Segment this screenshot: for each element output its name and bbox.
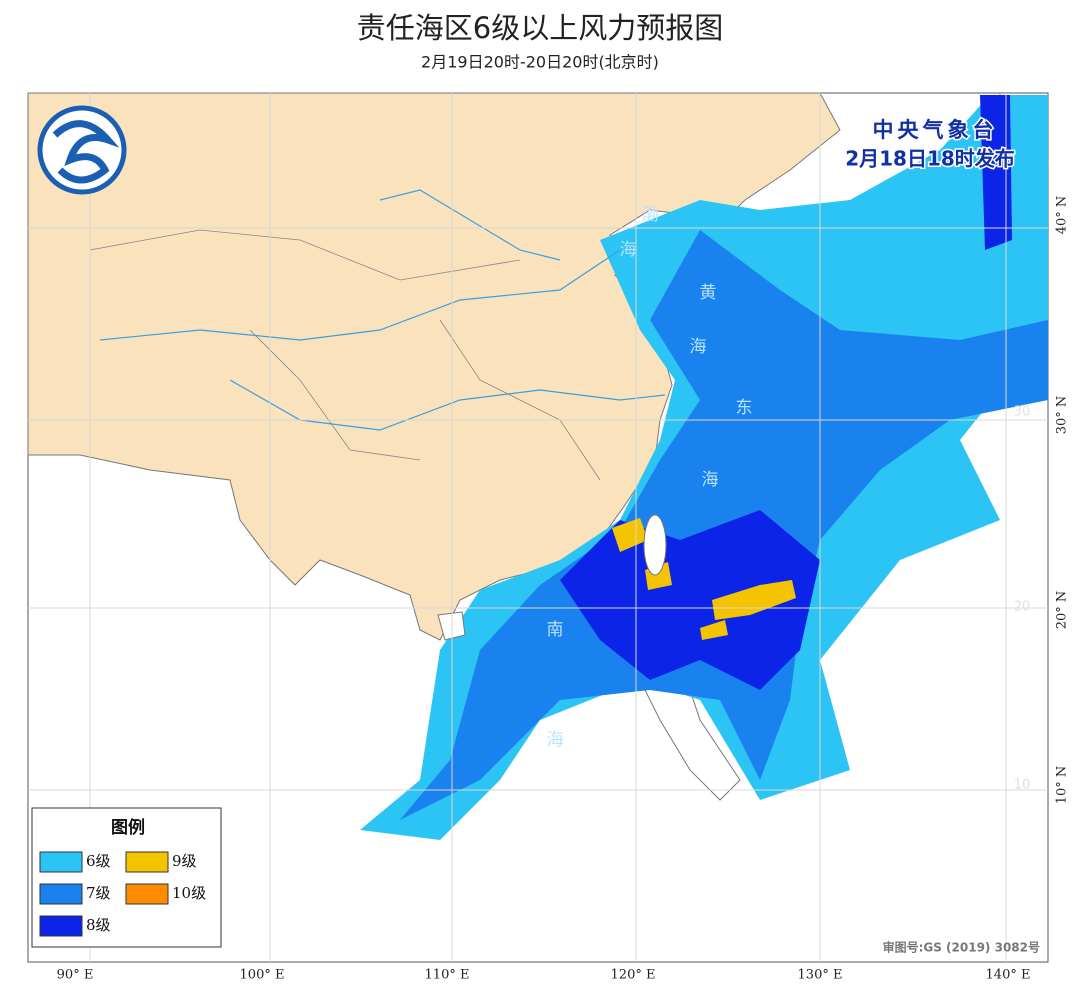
sea-label: 海 xyxy=(547,730,564,750)
sea-label: 渤 xyxy=(642,205,659,225)
sea-label: 南 xyxy=(547,620,564,640)
legend-swatch xyxy=(125,883,169,905)
wind-9 xyxy=(612,518,796,640)
grid-label: 30 xyxy=(1014,405,1031,420)
title: 责任海区6级以上风力预报图 xyxy=(357,11,723,45)
river xyxy=(379,189,561,261)
grid-label: 20 xyxy=(1014,600,1031,615)
legend-label: 10级 xyxy=(172,884,206,902)
lat-label: 30° N xyxy=(1055,396,1070,435)
legend-swatch xyxy=(39,915,83,937)
issue-time: 2月18日18时发布 xyxy=(845,147,1015,171)
legend-label: 9级 xyxy=(172,852,197,870)
legend-swatch xyxy=(125,851,169,873)
legend-swatch xyxy=(39,851,83,873)
lon-label: 130° E xyxy=(798,968,843,983)
map: 中央气象台 2月18日18时发布 审图号:GS (2019) 3082号 xyxy=(27,92,1049,963)
legend-title: 图例 xyxy=(111,817,145,838)
sea-label: 海 xyxy=(690,337,707,357)
legend-label: 8级 xyxy=(86,916,111,934)
taiwan xyxy=(643,514,667,576)
lat-label: 10° N xyxy=(1055,766,1070,805)
sea-label: 东 xyxy=(736,398,753,418)
legend-label: 7级 xyxy=(86,884,111,902)
wind-8 xyxy=(560,95,1012,690)
graticule xyxy=(28,93,1048,962)
issuer: 中央气象台 xyxy=(873,118,998,142)
sea-label: 海 xyxy=(620,240,637,260)
lon-label: 140° E xyxy=(986,968,1031,983)
river xyxy=(99,249,621,341)
lat-label: 40° N xyxy=(1055,196,1070,235)
lon-label: 100° E xyxy=(240,968,285,983)
legend-swatch xyxy=(39,883,83,905)
sea-label: 海 xyxy=(702,470,719,490)
legend-label: 6级 xyxy=(86,852,111,870)
grid-label: 10 xyxy=(1014,778,1031,793)
review-number: 审图号:GS (2019) 3082号 xyxy=(883,940,1040,955)
lon-label: 90° E xyxy=(57,968,94,983)
province-border xyxy=(89,229,601,481)
legend: 图例 6级 7级 8级 9级 10级 xyxy=(31,807,222,948)
lon-label: 110° E xyxy=(425,968,470,983)
lat-label: 20° N xyxy=(1055,591,1070,630)
lon-label: 120° E xyxy=(611,968,656,983)
subtitle: 2月19日20时-20日20时(北京时) xyxy=(421,53,659,72)
sea-label: 黄 xyxy=(700,283,717,303)
logo-mark xyxy=(52,120,120,184)
